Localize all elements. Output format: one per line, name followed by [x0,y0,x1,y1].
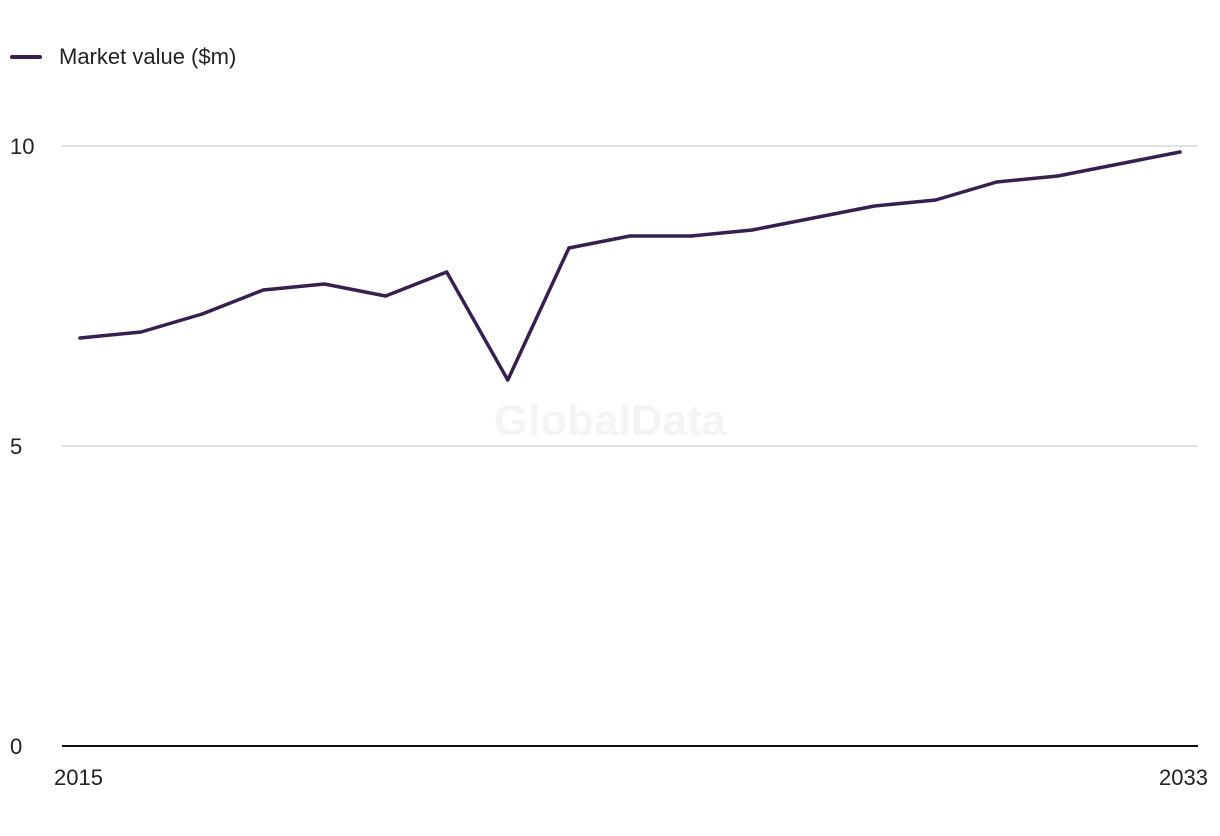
data-point-2022 [506,378,510,382]
x-tick-label-2033: 2033 [1159,765,1208,790]
legend: Market value ($m) [10,44,236,70]
data-point-2018 [261,288,265,292]
data-point-2032 [1117,162,1121,166]
x-axis-ticks: 2015 2033 [54,765,1208,790]
data-point-2015 [78,336,82,340]
data-point-2026 [750,228,754,232]
watermark: GlobalData [494,396,727,445]
y-tick-label-10: 10 [10,134,34,159]
series-line-market-value [78,150,1182,382]
data-point-2024 [628,234,632,238]
data-point-2020 [383,294,388,298]
legend-swatch [10,55,42,59]
data-point-2033 [1178,150,1182,154]
data-point-2029 [933,198,938,202]
y-tick-label-0: 0 [10,734,22,759]
data-point-2019 [322,282,327,286]
data-point-2025 [689,234,693,238]
data-point-2027 [811,216,815,220]
gridlines [62,145,1198,447]
data-points [78,150,1182,382]
y-tick-label-5: 5 [10,434,22,459]
data-point-2017 [200,312,204,316]
y-axis-ticks: 0 5 10 [10,134,34,759]
x-tick-label-2015: 2015 [54,765,103,790]
legend-label: Market value ($m) [59,44,237,69]
data-point-2031 [1056,174,1060,178]
data-point-2030 [995,180,999,184]
data-point-2028 [872,204,877,208]
data-point-2016 [139,330,143,334]
data-point-2023 [567,246,571,250]
data-point-2021 [445,270,449,274]
